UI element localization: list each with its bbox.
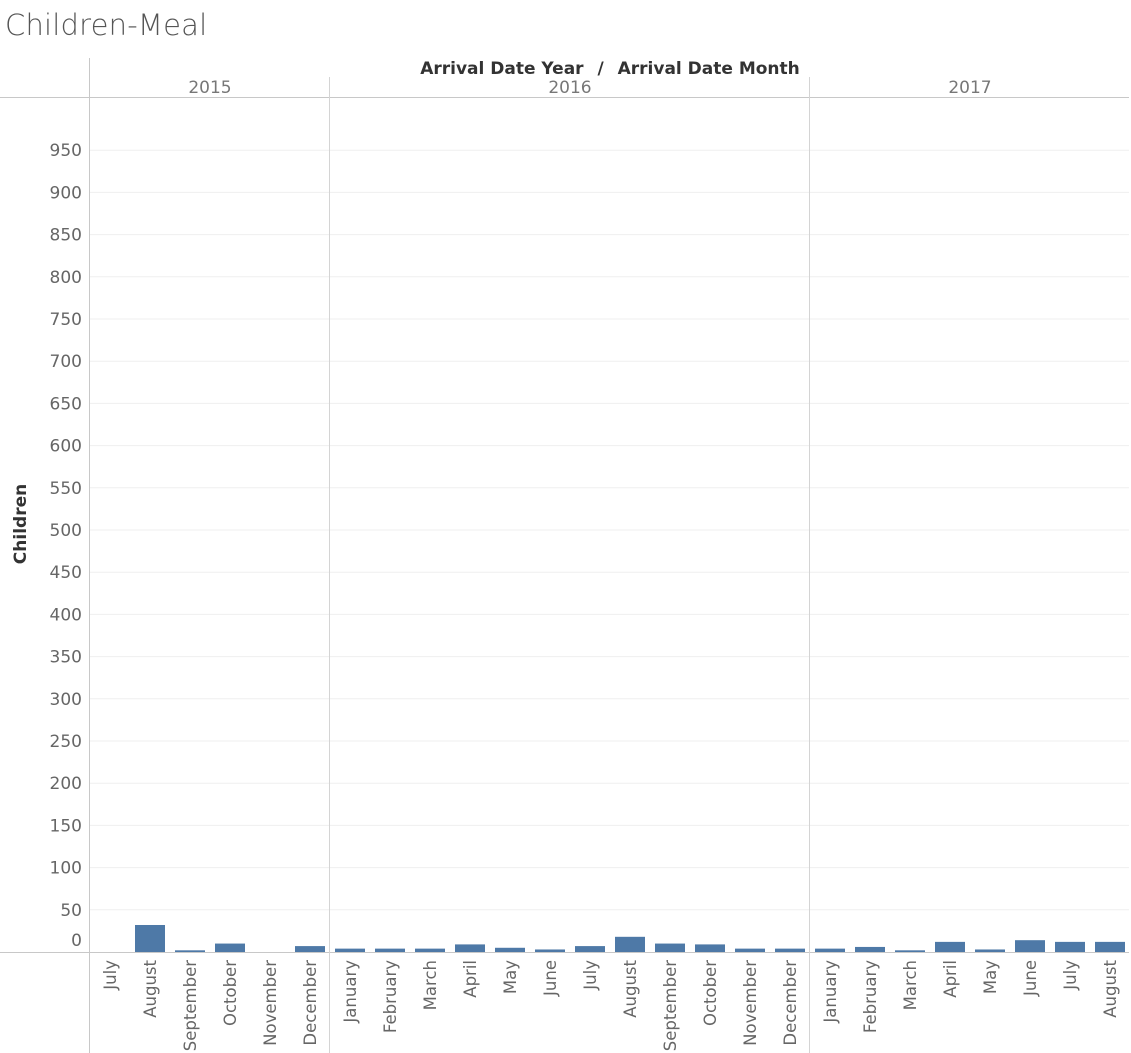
bar-2016-july[interactable] (575, 946, 605, 952)
y-tick-label: 0 (71, 931, 82, 951)
x-tick-label: October (701, 960, 720, 1026)
y-tick-label: 150 (50, 816, 82, 836)
x-tick-label: May (501, 960, 520, 994)
x-axis-ticks: July August September October November Decemb… (101, 959, 1120, 1051)
bar-2015-october[interactable] (215, 943, 245, 952)
x-tick-label: July (101, 960, 120, 991)
bar-2015-september[interactable] (175, 950, 205, 952)
x-tick-label: October (221, 960, 240, 1026)
x-tick-label: July (581, 960, 600, 991)
x-tick-label: September (181, 960, 200, 1051)
bar-2016-february[interactable] (375, 948, 405, 952)
bar-2017-july[interactable] (1055, 941, 1085, 952)
y-tick-label: 900 (50, 183, 82, 203)
bar-2017-february[interactable] (855, 946, 885, 952)
bar-2016-january[interactable] (335, 948, 365, 952)
bars (135, 924, 1125, 952)
x-tick-label: December (301, 960, 320, 1046)
bar-2017-march[interactable] (895, 950, 925, 952)
y-tick-label: 450 (50, 563, 82, 583)
y-tick-label: 200 (50, 774, 82, 794)
x-tick-label: April (461, 960, 480, 998)
bar-2016-june[interactable] (535, 949, 565, 952)
y-tick-label: 950 (50, 141, 82, 161)
x-tick-label: December (781, 960, 800, 1046)
y-tick-label: 750 (50, 310, 82, 330)
x-tick-label: August (1101, 959, 1120, 1017)
bar-2016-december[interactable] (775, 948, 805, 952)
y-tick-label: 400 (50, 605, 82, 625)
x-tick-label: May (981, 960, 1000, 994)
x-tick-label: November (741, 960, 760, 1046)
x-tick-label: February (861, 960, 880, 1033)
bar-2017-june[interactable] (1015, 940, 1045, 952)
x-tick-label: August (141, 959, 160, 1017)
bar-2017-august[interactable] (1095, 941, 1125, 952)
year-headers: 2015 2016 2017 (188, 78, 991, 98)
year-header-2016: 2016 (548, 78, 591, 98)
y-tick-label: 50 (60, 901, 82, 921)
y-tick-label: 700 (50, 352, 82, 372)
bar-2016-october[interactable] (695, 944, 725, 952)
y-tick-label: 500 (50, 521, 82, 541)
bar-2016-may[interactable] (495, 947, 525, 952)
y-tick-label: 100 (50, 859, 82, 879)
x-tick-label: February (381, 960, 400, 1033)
x-tick-label: August (621, 959, 640, 1017)
bar-2017-april[interactable] (935, 941, 965, 952)
bar-2016-march[interactable] (415, 948, 445, 952)
y-tick-label: 850 (50, 226, 82, 246)
year-header-2015: 2015 (188, 78, 231, 98)
bar-2015-december[interactable] (295, 946, 325, 952)
x-tick-label: January (341, 960, 360, 1024)
bar-2017-may[interactable] (975, 949, 1005, 952)
y-tick-label: 350 (50, 648, 82, 668)
y-tick-label: 250 (50, 732, 82, 752)
y-tick-label: 600 (50, 437, 82, 457)
year-header-2017: 2017 (948, 78, 991, 98)
x-tick-label: July (1061, 960, 1080, 991)
x-tick-label: April (941, 960, 960, 998)
y-tick-label: 800 (50, 268, 82, 288)
x-axis-title: Arrival Date Year / Arrival Date Month (420, 59, 800, 79)
bar-2017-january[interactable] (815, 948, 845, 952)
x-tick-label: June (1021, 960, 1040, 997)
x-tick-label: March (901, 960, 920, 1010)
x-tick-label: November (261, 960, 280, 1046)
y-tick-label: 650 (50, 394, 82, 414)
y-axis-title: Children (11, 484, 31, 564)
x-tick-label: January (821, 960, 840, 1024)
bar-2015-august[interactable] (135, 924, 165, 952)
bar-2016-september[interactable] (655, 943, 685, 952)
y-tick-label: 550 (50, 479, 82, 499)
y-tick-label: 300 (50, 690, 82, 710)
x-tick-label: September (661, 960, 680, 1051)
y-axis-ticks: 0 50 100 150 200 250 300 350 400 450 500 550 600 650 7… (50, 141, 82, 951)
x-axis-title-part-1: Arrival Date Year (420, 59, 584, 79)
page-title: Children-Meal (5, 8, 208, 42)
chart-frame (0, 58, 1129, 1053)
x-tick-label: June (541, 960, 560, 997)
x-tick-label: March (421, 960, 440, 1010)
gridlines (90, 149, 1129, 911)
bar-2016-november[interactable] (735, 948, 765, 952)
x-axis-title-separator: / (597, 59, 604, 79)
bar-2016-april[interactable] (455, 944, 485, 952)
bar-2016-august[interactable] (615, 936, 645, 952)
x-axis-title-part-2: Arrival Date Month (618, 59, 800, 79)
